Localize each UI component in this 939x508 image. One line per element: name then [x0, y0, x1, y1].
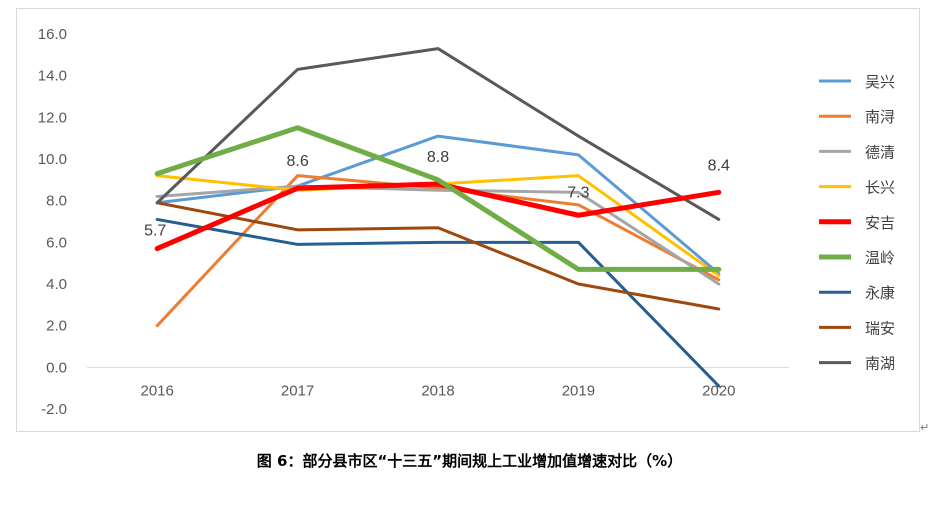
y-tick-label: 10.0: [38, 151, 67, 168]
legend-label: 永康: [865, 284, 895, 302]
chart-caption: 图 6：部分县市区“十三五”期间规上工业增加值增速对比（%）: [256, 452, 683, 470]
chart-frame: -2.0 0.0 2.0 4.0 6.0 8.0 10.0 12.0 14.0 16.0 2016…: [16, 8, 920, 432]
legend-label: 长兴: [865, 179, 895, 197]
y-tick-label: 6.0: [46, 234, 67, 251]
y-tick-label: 12.0: [38, 109, 67, 126]
x-tick-label: 2016: [141, 382, 174, 399]
data-label: 5.7: [144, 223, 166, 240]
data-label: 8.6: [286, 153, 308, 170]
y-tick-label: 4.0: [46, 276, 67, 293]
legend-label: 德清: [865, 143, 895, 161]
y-tick-label: 16.0: [38, 26, 67, 43]
data-label: 8.4: [708, 157, 730, 174]
data-label: 8.8: [427, 149, 449, 166]
paragraph-mark: ↵: [920, 421, 930, 434]
series-line-5: [154, 181, 722, 252]
legend-label: 南浔: [865, 108, 895, 126]
y-tick-label: -2.0: [41, 401, 67, 418]
series-line-9: [155, 47, 721, 221]
series-line-8: [155, 201, 721, 311]
y-tick-label: 14.0: [38, 68, 67, 85]
y-tick-label: 0.0: [46, 359, 67, 376]
x-tick-label: 2018: [421, 382, 454, 399]
legend-label: 温岭: [865, 249, 895, 267]
legend-label: 瑞安: [865, 319, 895, 337]
series-line-7: [155, 217, 721, 388]
x-tick-label: 2017: [281, 382, 314, 399]
y-tick-label: 2.0: [46, 318, 67, 335]
line-chart: -2.0 0.0 2.0 4.0 6.0 8.0 10.0 12.0 14.0 16.0 2016…: [38, 26, 895, 418]
series-line-3: [155, 184, 721, 286]
legend-label: 安吉: [865, 214, 895, 232]
series-line-2: [155, 174, 721, 328]
y-tick-label: 8.0: [46, 193, 67, 210]
series-line-6: [154, 125, 722, 272]
data-label: 7.3: [567, 184, 589, 201]
legend-label: 南湖: [865, 355, 895, 373]
series-line-1: [155, 134, 721, 276]
legend-label: 吴兴: [865, 73, 895, 91]
x-tick-label: 2020: [702, 382, 735, 399]
x-tick-label: 2019: [562, 382, 595, 399]
